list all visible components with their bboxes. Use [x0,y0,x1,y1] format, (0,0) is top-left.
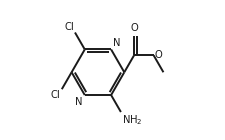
Text: N: N [75,97,83,107]
Text: O: O [130,23,137,33]
Text: Cl: Cl [51,90,60,100]
Text: NH$_2$: NH$_2$ [122,113,142,127]
Text: O: O [154,50,161,60]
Text: N: N [112,38,120,48]
Text: Cl: Cl [64,22,73,32]
